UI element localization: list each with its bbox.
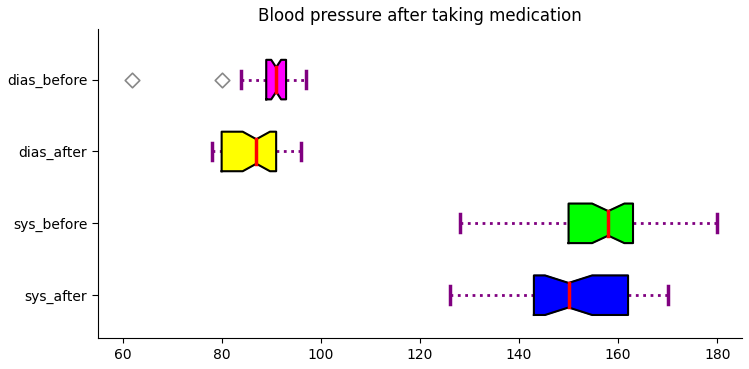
Title: Blood pressure after taking medication: Blood pressure after taking medication <box>258 7 582 25</box>
Polygon shape <box>222 132 276 171</box>
Polygon shape <box>266 60 286 99</box>
Point <box>127 77 139 83</box>
Point <box>216 77 228 83</box>
Polygon shape <box>568 204 633 243</box>
Polygon shape <box>534 275 628 315</box>
